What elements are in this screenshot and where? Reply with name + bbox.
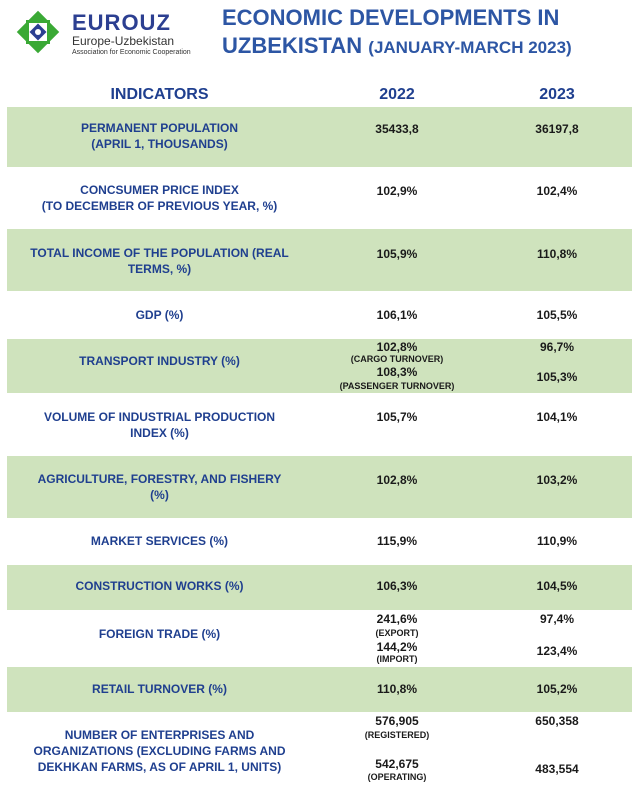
- value-2022-operating: 542,675: [375, 757, 419, 771]
- table-row-total-income: TOTAL INCOME OF THE POPULATION (REAL TERM…: [7, 229, 632, 291]
- value-2023: 102,4%: [536, 184, 578, 198]
- indicator-label: MARKET SERVICES (%): [90, 534, 229, 548]
- table-row-market-services: MARKET SERVICES (%) 115,9% 110,9%: [7, 519, 632, 564]
- value-2023-passenger: 105,3%: [536, 370, 578, 384]
- indicator-label: TRANSPORT INDUSTRY (%): [79, 354, 240, 368]
- table-row-enterprises: NUMBER OF ENTERPRISES AND ORGANIZATIONS (…: [7, 713, 632, 788]
- value-2023-operating: 483,554: [535, 762, 579, 776]
- header-2022: 2022: [379, 86, 415, 103]
- note-cargo-turnover: (CARGO TURNOVER): [350, 354, 444, 364]
- note-registered: (REGISTERED): [364, 730, 430, 740]
- indicator-label: FOREIGN TRADE (%): [98, 627, 221, 641]
- logo-name: EUROUZ: [72, 10, 171, 35]
- table-row-transport: TRANSPORT INDUSTRY (%) 102,8% (CARGO TUR…: [7, 339, 632, 393]
- value-2023: 36197,8: [535, 122, 579, 136]
- title-line2: UZBEKISTAN: [222, 33, 363, 58]
- value-2022: 102,9%: [376, 184, 418, 198]
- note-import: (IMPORT): [376, 654, 418, 664]
- value-2022: 105,9%: [376, 247, 418, 261]
- table-row-population: PERMANENT POPULATION (APRIL 1, THOUSANDS)…: [7, 107, 632, 167]
- indicator-label: NUMBER OF ENTERPRISES AND ORGANIZATIONS (…: [33, 728, 286, 774]
- indicator-label: VOLUME OF INDUSTRIAL PRODUCTION INDEX (%): [43, 410, 276, 440]
- value-2023-cargo: 96,7%: [539, 340, 575, 354]
- value-2023: 110,9%: [536, 534, 578, 548]
- value-2022: 35433,8: [375, 122, 419, 136]
- value-2023: 110,8%: [536, 247, 578, 261]
- value-2023-export: 97,4%: [539, 612, 575, 626]
- table-row-agriculture: AGRICULTURE, FORESTRY, AND FISHERY (%) 10…: [7, 456, 632, 518]
- value-2022-cargo: 102,8%: [376, 340, 418, 354]
- indicator-label: RETAIL TURNOVER (%): [92, 682, 227, 696]
- value-2023: 104,1%: [536, 410, 578, 424]
- eurouz-emblem-icon: [16, 10, 60, 54]
- value-2022: 105,7%: [376, 410, 418, 424]
- logo-tagline: Association for Economic Cooperation: [72, 49, 191, 56]
- indicator-label: CONCSUMER PRICE INDEX (TO DECEMBER OF PRE…: [41, 183, 278, 213]
- eurouz-logo: EUROUZ Europe-Uzbekistan Association for…: [12, 6, 212, 62]
- logo-subtitle: Europe-Uzbekistan: [72, 34, 175, 48]
- indicator-label: GDP (%): [135, 308, 184, 322]
- table-row-industrial-production: VOLUME OF INDUSTRIAL PRODUCTION INDEX (%)…: [7, 394, 632, 455]
- value-2022-export: 241,6%: [376, 612, 418, 626]
- value-2023-import: 123,4%: [536, 644, 578, 658]
- indicator-label: TOTAL INCOME OF THE POPULATION (REAL TERM…: [30, 246, 289, 276]
- indicator-label: PERMANENT POPULATION (APRIL 1, THOUSANDS): [80, 121, 239, 151]
- title-line1: ECONOMIC DEVELOPMENTS IN: [222, 5, 560, 30]
- value-2022: 115,9%: [376, 534, 418, 548]
- note-export: (EXPORT): [375, 628, 419, 638]
- indicator-label: CONSTRUCTION WORKS (%): [75, 579, 244, 593]
- note-passenger-turnover: (PASSENGER TURNOVER): [339, 381, 455, 391]
- value-2022-passenger: 108,3%: [376, 365, 418, 379]
- table-row-construction: CONSTRUCTION WORKS (%) 106,3% 104,5%: [7, 565, 632, 610]
- table-row-retail-turnover: RETAIL TURNOVER (%) 110,8% 105,2%: [7, 667, 632, 712]
- header-indicators: INDICATORS: [110, 86, 209, 103]
- note-operating: (OPERATING): [367, 772, 427, 782]
- page-title: ECONOMIC DEVELOPMENTS IN UZBEKISTAN (JAN…: [222, 4, 632, 62]
- table-row-cpi: CONCSUMER PRICE INDEX (TO DECEMBER OF PRE…: [7, 168, 632, 228]
- value-2023: 105,5%: [536, 308, 578, 322]
- value-2023: 104,5%: [536, 579, 578, 593]
- value-2022: 106,3%: [376, 579, 418, 593]
- value-2022: 102,8%: [376, 473, 418, 487]
- value-2022: 106,1%: [376, 308, 418, 322]
- indicator-label: AGRICULTURE, FORESTRY, AND FISHERY (%): [37, 472, 282, 502]
- table-row-gdp: GDP (%) 106,1% 105,5%: [7, 292, 632, 338]
- value-2023: 105,2%: [536, 682, 578, 696]
- value-2023-registered: 650,358: [535, 714, 579, 728]
- value-2022: 110,8%: [376, 682, 418, 696]
- value-2022-import: 144,2%: [376, 640, 418, 654]
- value-2022-registered: 576,905: [375, 714, 419, 728]
- title-period: (JANUARY-MARCH 2023): [368, 38, 572, 57]
- header-2023: 2023: [539, 86, 575, 103]
- value-2023: 103,2%: [536, 473, 578, 487]
- table-row-foreign-trade: FOREIGN TRADE (%) 241,6% (EXPORT) 144,2%…: [7, 611, 632, 666]
